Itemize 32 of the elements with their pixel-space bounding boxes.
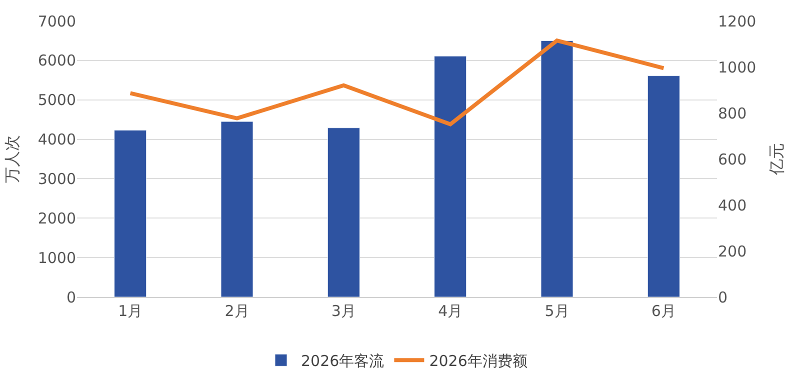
y2-axis-title: 亿元 <box>766 143 786 176</box>
bar <box>220 121 254 297</box>
y-tick-label: 6000 <box>38 52 76 70</box>
y-tick-label: 2000 <box>38 209 76 228</box>
y-tick-label: 5000 <box>38 91 76 110</box>
bar <box>327 128 360 297</box>
y-tick-label: 3000 <box>38 170 76 188</box>
y2-tick-label: 1200 <box>718 12 756 30</box>
x-tick-label: 3月 <box>331 302 356 320</box>
bar <box>114 130 147 297</box>
y-axis-title: 万人次 <box>2 135 22 183</box>
bar <box>540 40 574 297</box>
x-tick-label: 4月 <box>438 302 463 320</box>
y-tick-label: 1000 <box>38 248 76 267</box>
y-tick-label: 4000 <box>38 130 76 149</box>
y2-tick-label: 0 <box>718 288 728 306</box>
y2-tick-label: 400 <box>718 196 747 214</box>
x-tick-label: 1月 <box>118 302 143 320</box>
x-tick-label: 5月 <box>544 302 570 320</box>
y2-tick-label: 800 <box>718 104 747 122</box>
y2-tick-label: 1000 <box>718 58 756 76</box>
legend-label: 2026年客流 <box>301 352 384 370</box>
y2-tick-label: 200 <box>718 242 747 260</box>
y2-tick-label: 600 <box>718 150 747 168</box>
line-series <box>128 38 666 126</box>
y-tick-label: 0 <box>66 288 76 306</box>
legend-label: 2026年消费额 <box>429 352 528 370</box>
y-tick-label: 7000 <box>38 12 76 30</box>
bar <box>647 76 680 297</box>
x-tick-label: 2月 <box>224 302 250 320</box>
x-tick-label: 6月 <box>651 302 676 320</box>
bar <box>434 56 467 297</box>
